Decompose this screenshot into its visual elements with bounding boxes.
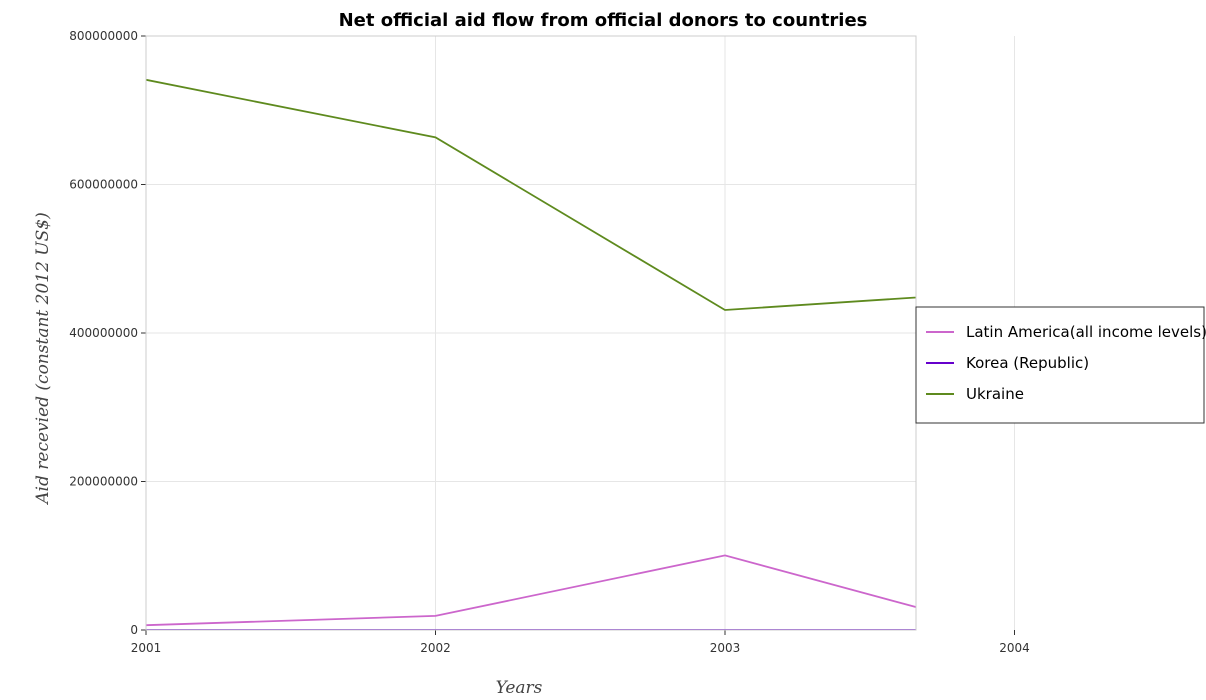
x-tick-label: 2003 [710, 641, 741, 655]
legend-label: Ukraine [966, 385, 1024, 403]
legend: Latin America(all income levels) Korea (R… [915, 306, 1206, 424]
axes: 0 200000000 400000000 600000000 800000000 200… [69, 29, 1029, 655]
legend-label: Korea (Republic) [966, 354, 1089, 372]
y-tick-label: 200000000 [69, 475, 138, 489]
y-tick-label: 800000000 [69, 29, 138, 43]
series-line-ukraine [146, 78, 916, 311]
x-tick-label: 2001 [131, 641, 162, 655]
x-tick-label: 2004 [999, 641, 1030, 655]
y-tick-label: 0 [130, 623, 138, 637]
y-tick-label: 600000000 [69, 178, 138, 192]
x-tick-label: 2002 [420, 641, 451, 655]
series-line-latin-america-all-income-levels [146, 554, 916, 627]
legend-box [915, 306, 1205, 424]
chart-title: Net official aid flow from official dono… [339, 10, 868, 31]
y-axis-label: Aid recevied (constant 2012 US$) [33, 212, 53, 505]
x-axis-label: Years [496, 678, 543, 698]
legend-label: Latin America(all income levels) [966, 323, 1206, 341]
grid [145, 35, 1015, 631]
series-lines [146, 78, 916, 630]
y-tick-label: 400000000 [69, 326, 138, 340]
